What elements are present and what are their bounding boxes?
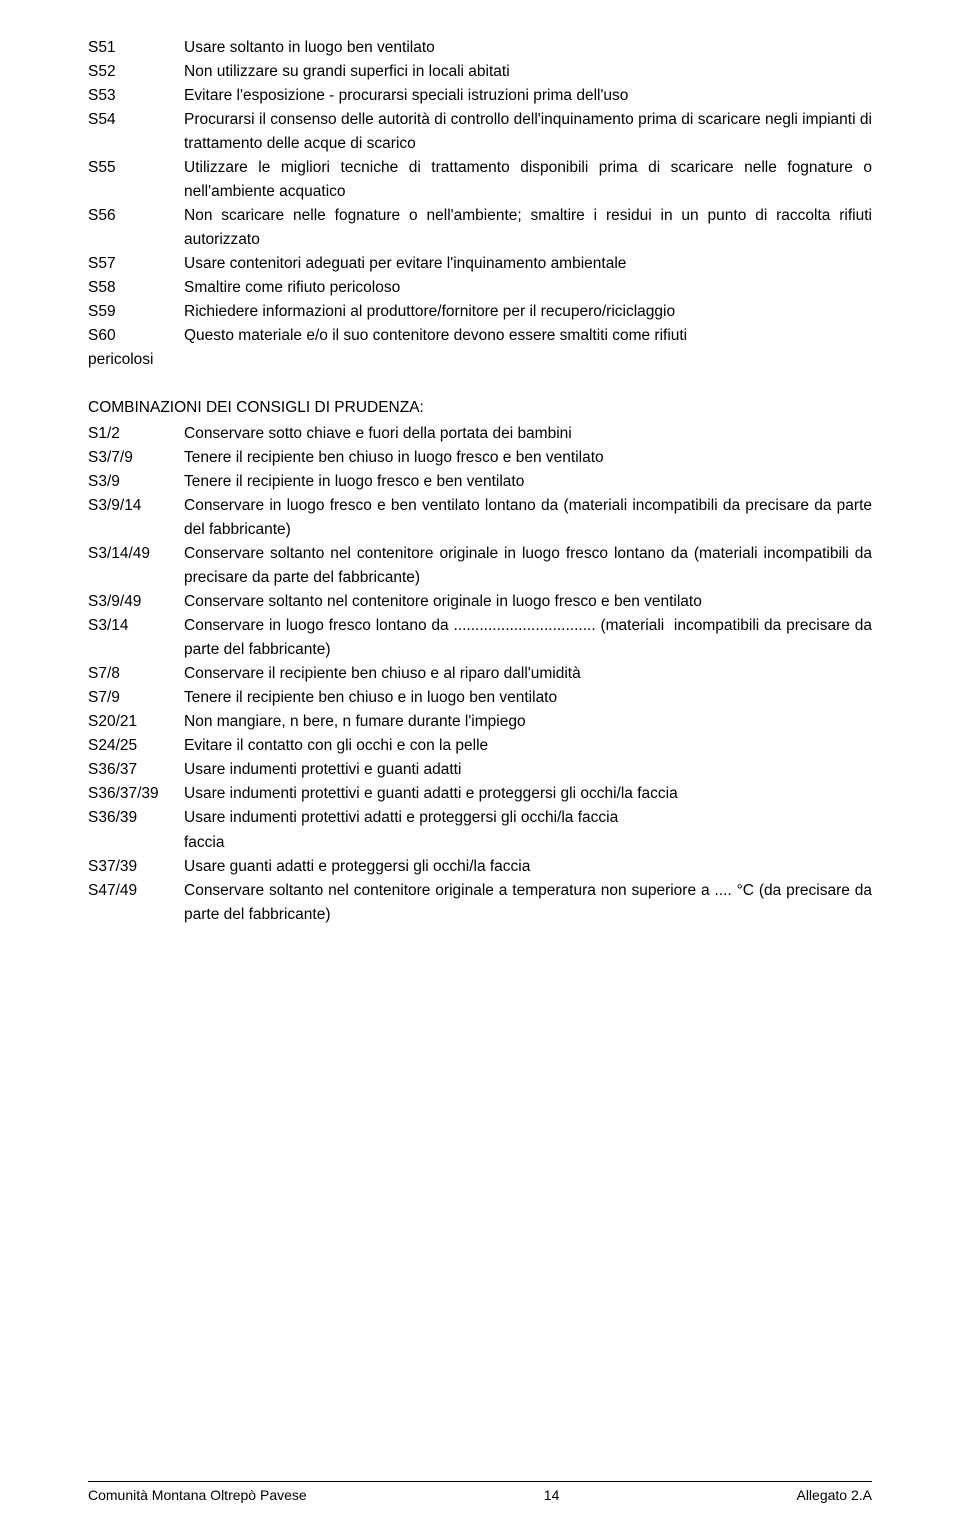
item-code: S59 [88,300,184,324]
list-item: S3/14/49Conservare soltanto nel contenit… [88,542,872,590]
list-item: S53Evitare l'esposizione - procurarsi sp… [88,84,872,108]
item-desc: Usare indumenti protettivi e guanti adat… [184,758,872,782]
item-code: S24/25 [88,734,184,758]
item-desc: Procurarsi il consenso delle autorità di… [184,108,872,156]
section-heading: COMBINAZIONI DEI CONSIGLI DI PRUDENZA: [88,396,872,420]
item-desc: Non mangiare, n bere, n fumare durante l… [184,710,872,734]
item-code: S60 [88,324,184,348]
item-code: S1/2 [88,422,184,446]
list-item: S37/39Usare guanti adatti e proteggersi … [88,855,872,879]
item-desc: Conservare il recipiente ben chiuso e al… [184,662,872,686]
item-desc: Conservare soltanto nel contenitore orig… [184,590,872,614]
item-desc: Tenere il recipiente in luogo fresco e b… [184,470,872,494]
item-desc: Smaltire come rifiuto pericoloso [184,276,872,300]
list-item: S24/25Evitare il contatto con gli occhi … [88,734,872,758]
list-item: S3/9Tenere il recipiente in luogo fresco… [88,470,872,494]
item-code: S3/9/14 [88,494,184,542]
footer-left: Comunità Montana Oltrepò Pavese [88,1487,307,1503]
list-item: S47/49Conservare soltanto nel contenitor… [88,879,872,927]
item-desc: Non utilizzare su grandi superfici in lo… [184,60,872,84]
item-desc: Tenere il recipiente ben chiuso in luogo… [184,446,872,470]
list-item: S58Smaltire come rifiuto pericoloso [88,276,872,300]
item-desc: Non scaricare nelle fognature o nell'amb… [184,204,872,252]
item-code: S37/39 [88,855,184,879]
list-item: S59Richiedere informazioni al produttore… [88,300,872,324]
list-item: S7/8Conservare il recipiente ben chiuso … [88,662,872,686]
item-code: S53 [88,84,184,108]
orphan-line: pericolosi [88,348,872,372]
item-desc: Evitare l'esposizione - procurarsi speci… [184,84,872,108]
item-code: S55 [88,156,184,204]
item-code: S3/9/49 [88,590,184,614]
item-code: S7/9 [88,686,184,710]
list-item: S1/2Conservare sotto chiave e fuori dell… [88,422,872,446]
list-item: S54Procurarsi il consenso delle autorità… [88,108,872,156]
item-code: S7/8 [88,662,184,686]
item-desc: Usare soltanto in luogo ben ventilato [184,36,872,60]
item-desc: Conservare in luogo fresco e ben ventila… [184,494,872,542]
list-item: S52Non utilizzare su grandi superfici in… [88,60,872,84]
list-item: S36/39Usare indumenti protettivi adatti … [88,806,872,830]
item-desc: Usare contenitori adeguati per evitare l… [184,252,872,276]
list-item: S3/14Conservare in luogo fresco lontano … [88,614,872,662]
item-code: S36/37 [88,758,184,782]
item-code: S54 [88,108,184,156]
list-item: S36/37/39Usare indumenti protettivi e gu… [88,782,872,806]
item-code: S56 [88,204,184,252]
item-desc: Evitare il contatto con gli occhi e con … [184,734,872,758]
item-code: S36/37/39 [88,782,184,806]
item-desc-extra: faccia [184,831,872,855]
page-number: 14 [544,1487,560,1503]
combined-s-phrases-list: S1/2Conservare sotto chiave e fuori dell… [88,422,872,926]
item-code: S58 [88,276,184,300]
page-footer: Comunità Montana Oltrepò Pavese 14 Alleg… [88,1481,872,1503]
s-phrases-list: S51Usare soltanto in luogo ben ventilato… [88,36,872,372]
item-desc: Conservare in luogo fresco lontano da ..… [184,614,872,662]
item-code: S3/7/9 [88,446,184,470]
item-desc: Utilizzare le migliori tecniche di tratt… [184,156,872,204]
item-code: S20/21 [88,710,184,734]
list-item: S36/37Usare indumenti protettivi e guant… [88,758,872,782]
item-desc: Usare indumenti protettivi adatti e prot… [184,806,872,830]
list-item: S51Usare soltanto in luogo ben ventilato [88,36,872,60]
list-item: S3/7/9Tenere il recipiente ben chiuso in… [88,446,872,470]
list-item: S3/9/49Conservare soltanto nel contenito… [88,590,872,614]
list-item: S20/21Non mangiare, n bere, n fumare dur… [88,710,872,734]
document-body: S51Usare soltanto in luogo ben ventilato… [88,36,872,927]
item-desc: Conservare soltanto nel contenitore orig… [184,879,872,927]
list-item: S56Non scaricare nelle fognature o nell'… [88,204,872,252]
list-item: S57Usare contenitori adeguati per evitar… [88,252,872,276]
item-desc: Conservare sotto chiave e fuori della po… [184,422,872,446]
list-item: S60Questo materiale e/o il suo contenito… [88,324,872,348]
item-code: S3/14 [88,614,184,662]
list-item: S55Utilizzare le migliori tecniche di tr… [88,156,872,204]
item-desc: Usare indumenti protettivi e guanti adat… [184,782,872,806]
list-item: S7/9Tenere il recipiente ben chiuso e in… [88,686,872,710]
item-desc: Tenere il recipiente ben chiuso e in luo… [184,686,872,710]
list-item: faccia [88,831,872,855]
item-desc: Usare guanti adatti e proteggersi gli oc… [184,855,872,879]
item-desc: Questo materiale e/o il suo contenitore … [184,324,872,348]
footer-right: Allegato 2.A [796,1487,872,1503]
list-item: S3/9/14Conservare in luogo fresco e ben … [88,494,872,542]
item-code: S51 [88,36,184,60]
item-code: S57 [88,252,184,276]
item-code: S52 [88,60,184,84]
footer-rule [88,1481,872,1482]
item-code: S3/9 [88,470,184,494]
item-code: S47/49 [88,879,184,927]
item-code: S3/14/49 [88,542,184,590]
item-desc: Richiedere informazioni al produttore/fo… [184,300,872,324]
item-desc: Conservare soltanto nel contenitore orig… [184,542,872,590]
item-code: S36/39 [88,806,184,830]
item-code [88,831,184,855]
